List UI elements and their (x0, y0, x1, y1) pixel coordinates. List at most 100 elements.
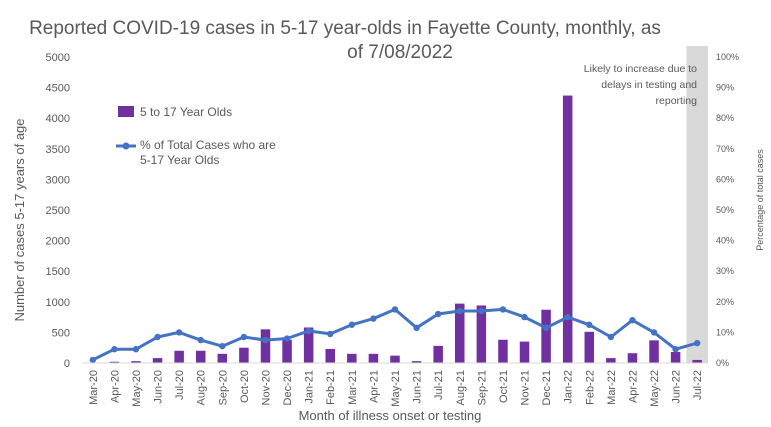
bar (347, 353, 357, 363)
x-tick-label: Apr-21 (368, 370, 380, 403)
x-tick-label: Sep-20 (217, 370, 229, 405)
legend-line-label: % of Total Cases who are 5-17 Year Olds (140, 138, 279, 167)
legend-bar-swatch (118, 106, 134, 117)
line-point (391, 306, 399, 313)
x-tick-label: Mar-22 (606, 370, 618, 405)
y-tick-label: 5000 (46, 52, 70, 64)
line-point (413, 324, 420, 332)
bar (670, 351, 681, 363)
y-tick-label: 1000 (46, 297, 70, 309)
bar (109, 361, 120, 363)
line-point (564, 313, 571, 321)
highlight-layer (686, 46, 708, 363)
y-tick-label: 0 (64, 358, 70, 370)
bar (282, 339, 292, 363)
x-tick-label: Mar-21 (347, 370, 359, 405)
bar (195, 350, 206, 363)
x-tick-label: Oct-20 (239, 370, 251, 403)
line-point (607, 333, 615, 341)
bar (368, 353, 379, 363)
y2-tick-label: 40% (716, 236, 734, 246)
x-tick-label: Apr-20 (109, 370, 121, 403)
chart-title-line-1: Reported COVID-19 cases in 5-17 year-old… (29, 18, 661, 39)
y2-tick-label: 50% (716, 205, 734, 215)
y-tick-label: 3500 (46, 144, 70, 156)
line-point (499, 306, 507, 313)
bar (649, 340, 659, 363)
line-point (521, 313, 528, 321)
bar (217, 353, 228, 363)
bar (584, 331, 595, 363)
x-tick-label: Jun-21 (412, 370, 424, 404)
x-tick-label: Jul-20 (174, 370, 186, 400)
x-tick-label: May-21 (390, 370, 402, 407)
line-point (327, 330, 334, 338)
bar (519, 341, 530, 363)
bar (239, 347, 249, 363)
line-point (694, 339, 701, 347)
y-tick-label: 4000 (46, 113, 70, 125)
bar (131, 361, 141, 363)
line-point (154, 333, 161, 341)
bar (455, 303, 465, 363)
line-point (240, 333, 248, 341)
y2-tick-label: 80% (716, 113, 734, 123)
x-tick-label: Feb-22 (584, 370, 596, 405)
legend-bar-label: 5 to 17 Year Olds (140, 105, 232, 119)
y-tick-label: 2000 (46, 236, 70, 248)
x-tick-label: Dec-20 (282, 370, 294, 405)
bar (174, 350, 184, 363)
legend-line-label-1: % of Total Cases who are (140, 138, 276, 152)
line-point (283, 335, 291, 342)
bar (498, 339, 508, 363)
bar (476, 305, 487, 363)
x-tick-label: Sep-21 (476, 370, 488, 405)
x-tick-label: Feb-21 (325, 370, 337, 405)
x-tick-label: Jul-21 (433, 370, 445, 400)
x-tick-label: Oct-21 (498, 370, 510, 403)
annotation: Likely to increase due to delays in test… (584, 63, 697, 107)
x-tick-label: Jun-22 (671, 370, 683, 404)
bar (303, 327, 314, 363)
bar (562, 95, 573, 363)
line-point (629, 316, 636, 324)
x-axis: Mar-20 Apr-20 May-20 Jun-20 Jul-20 Aug-20 Sep-… (88, 370, 704, 407)
x-tick-label: Jul-22 (692, 370, 704, 400)
y-axis-label: Number of cases 5-17 years of age (12, 118, 27, 321)
line-point (586, 321, 593, 328)
annotation-line-2: delays in testing and (601, 79, 697, 91)
bar (606, 358, 616, 363)
line-point (370, 315, 377, 322)
y2-tick-label: 90% (716, 83, 734, 93)
bar (627, 353, 638, 363)
x-tick-label: Nov-20 (260, 370, 272, 405)
highlight-band (686, 46, 708, 363)
line-point (478, 307, 485, 315)
bar (692, 359, 702, 363)
line-point (434, 310, 442, 318)
legend-line-label-2: 5-17 Year Olds (140, 153, 219, 167)
line-point (262, 336, 269, 344)
line-point (175, 329, 183, 336)
y2-tick-label: 30% (716, 266, 734, 276)
line-point (650, 329, 658, 336)
bar (541, 309, 551, 363)
x-tick-label: Aug-20 (196, 370, 208, 405)
bar (325, 348, 335, 363)
legend: 5 to 17 Year Olds % of Total Cases who a… (116, 105, 279, 167)
chart-title: Reported COVID-19 cases in 5-17 year-old… (29, 18, 661, 63)
x-tick-label: Nov-21 (520, 370, 532, 405)
y-tick-label: 2500 (46, 205, 70, 217)
bar (411, 361, 422, 363)
chart-title-line-2: of 7/08/2022 (347, 42, 453, 63)
y2-tick-label: 10% (716, 327, 734, 337)
x-axis-label: Month of illness onset or testing (299, 408, 482, 423)
x-tick-label: Jun-20 (153, 370, 165, 404)
legend-line-marker (122, 142, 130, 150)
y2-tick-label: 20% (716, 297, 734, 307)
y-tick-label: 1500 (46, 266, 70, 278)
x-tick-label: Mar-20 (88, 370, 100, 405)
x-tick-label: Apr-22 (627, 370, 639, 403)
line-point (672, 346, 679, 353)
